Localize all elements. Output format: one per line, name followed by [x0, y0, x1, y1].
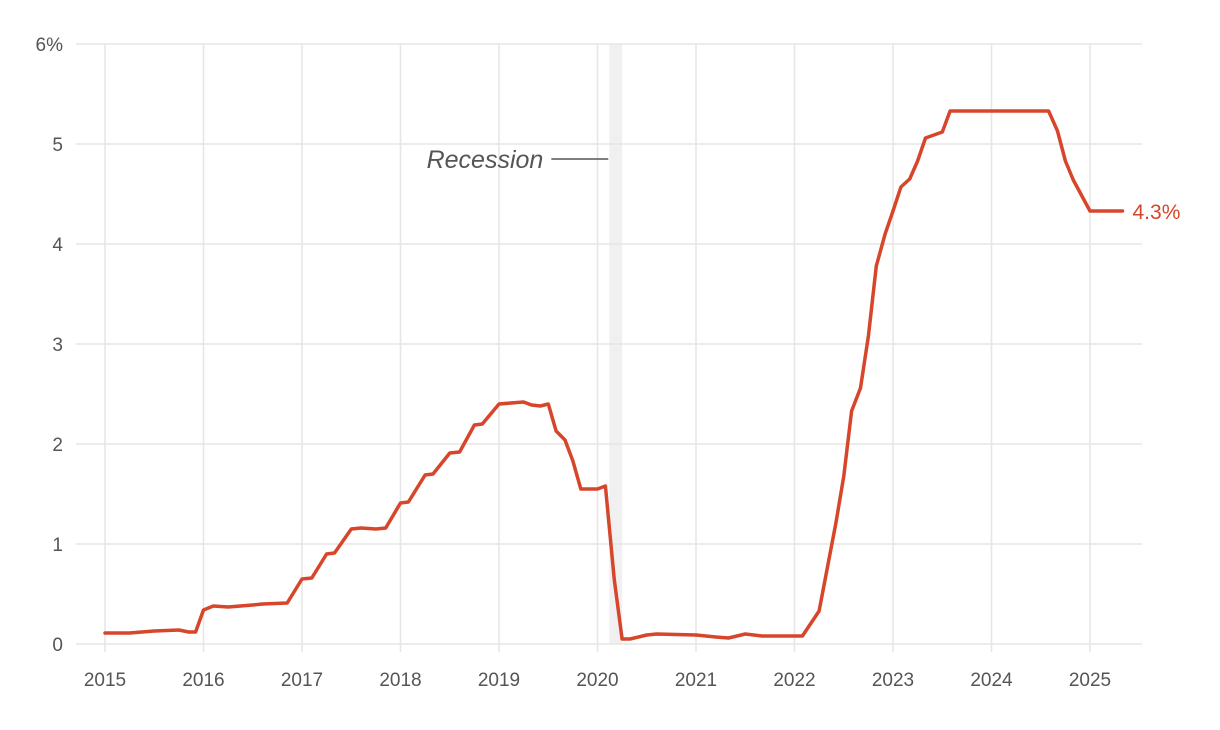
y-tick-label: 0 [52, 635, 63, 656]
annotation-layer: Recession [427, 146, 609, 174]
x-tick-label: 2017 [281, 670, 323, 691]
rate-series-line [103, 109, 1125, 641]
y-tick-label: 6% [36, 35, 64, 56]
x-tick-label: 2015 [84, 670, 126, 691]
y-tick-label: 3 [52, 335, 63, 356]
x-tick-label: 2020 [576, 670, 618, 691]
x-tick-label: 2018 [379, 670, 421, 691]
grid-layer [76, 43, 1142, 652]
series-end-label: 4.3% [1133, 201, 1181, 224]
recession-label: Recession [427, 146, 544, 174]
tick-layer: 0 1 2 3 4 5 6% 2015 2016 2017 2018 2019 2020 2021 2022… [36, 35, 1112, 691]
x-tick-label: 2024 [970, 670, 1013, 691]
y-tick-label: 4 [52, 235, 63, 256]
x-tick-label: 2023 [872, 670, 914, 691]
y-tick-label: 2 [52, 435, 63, 456]
y-tick-label: 5 [52, 135, 63, 156]
x-tick-label: 2016 [182, 670, 224, 691]
series-layer: 4.3% [103, 109, 1181, 641]
y-tick-label: 1 [52, 535, 63, 556]
x-tick-label: 2019 [478, 670, 520, 691]
x-tick-label: 2025 [1069, 670, 1111, 691]
x-tick-label: 2021 [675, 670, 717, 691]
x-tick-label: 2022 [773, 670, 815, 691]
